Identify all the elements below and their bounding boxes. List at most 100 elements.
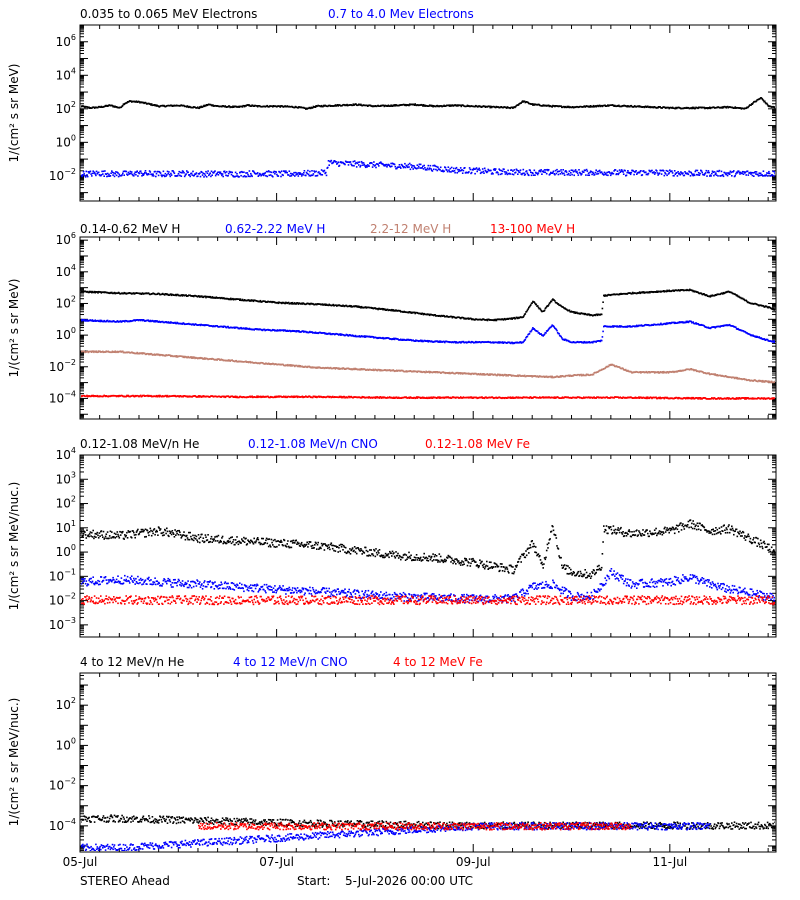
data-point [130, 171, 133, 173]
data-point [91, 351, 93, 353]
data-point [513, 169, 516, 171]
data-point [122, 292, 125, 295]
data-point [438, 340, 441, 342]
data-point [750, 173, 752, 175]
data-point [555, 172, 558, 175]
data-point [450, 105, 452, 107]
data-point [84, 320, 86, 322]
data-point [667, 173, 670, 175]
data-point [736, 172, 739, 174]
data-point [521, 101, 523, 103]
data-point [420, 313, 423, 315]
data-point [111, 104, 114, 107]
data-point [371, 166, 374, 168]
data-point [250, 300, 252, 302]
data-point [408, 311, 411, 313]
data-point [315, 170, 317, 173]
data-point [572, 169, 574, 172]
data-point [327, 166, 329, 169]
data-point [543, 333, 546, 336]
data-point [217, 174, 220, 176]
data-point [622, 173, 625, 175]
data-point [640, 170, 642, 172]
data-point [110, 172, 112, 174]
data-point [372, 336, 375, 338]
data-point [168, 173, 171, 176]
data-point [517, 173, 519, 175]
data-point [498, 342, 500, 344]
y-tick-label: 100 [56, 326, 76, 342]
data-point [177, 174, 179, 177]
data-point [92, 350, 94, 352]
data-point [179, 171, 182, 174]
data-point [117, 172, 119, 174]
data-point [554, 300, 556, 302]
data-point [482, 170, 485, 173]
data-point [563, 174, 566, 176]
data-point [242, 175, 244, 178]
data-point [411, 166, 413, 169]
data-point [106, 175, 108, 178]
data-point [136, 351, 138, 354]
data-point [705, 169, 708, 172]
data-point [361, 162, 363, 164]
data-point [299, 365, 302, 367]
data-point [201, 295, 203, 297]
data-point [679, 173, 681, 176]
data-point [576, 311, 578, 314]
data-point [612, 326, 615, 328]
data-point [153, 353, 156, 355]
data-point [283, 330, 285, 332]
data-point [382, 163, 384, 165]
data-point [295, 330, 297, 333]
data-point [673, 170, 676, 172]
data-point [354, 334, 357, 337]
data-point [750, 171, 753, 174]
data-point [551, 299, 553, 301]
data-point [286, 364, 288, 367]
data-point [267, 362, 270, 365]
data-point [565, 171, 568, 173]
data-point [141, 173, 144, 175]
data-point [330, 159, 333, 162]
data-point [179, 174, 181, 177]
data-point [239, 299, 241, 301]
data-point [525, 170, 528, 172]
data-point [313, 170, 315, 172]
data-point [749, 171, 752, 174]
data-point [668, 289, 670, 292]
data-point [377, 308, 379, 311]
data-point [758, 172, 761, 174]
data-point [197, 106, 199, 108]
data-point [298, 364, 300, 367]
series-title: 0.14-0.62 MeV H [80, 222, 180, 236]
data-point [164, 175, 166, 178]
data-point [699, 172, 701, 175]
data-point [669, 169, 671, 171]
data-point [667, 106, 670, 109]
data-point [635, 170, 637, 172]
data-point [234, 176, 236, 178]
data-point [236, 326, 239, 329]
data-point [150, 103, 153, 105]
data-point [391, 165, 393, 168]
y-axis-label: 1/(cm² s sr MeV) [7, 279, 21, 378]
data-point [451, 316, 454, 319]
data-point [342, 161, 344, 164]
data-point [127, 171, 130, 174]
data-point [550, 300, 553, 303]
data-point [726, 105, 729, 108]
data-point [454, 171, 456, 174]
data-point [486, 319, 489, 322]
data-point [82, 170, 85, 173]
data-point [91, 172, 94, 175]
data-point [262, 172, 264, 175]
data-point [709, 296, 712, 298]
data-point [553, 173, 555, 175]
data-point [532, 174, 535, 176]
data-point [322, 105, 324, 108]
data-point [421, 167, 423, 169]
data-point [123, 174, 125, 176]
data-point [659, 323, 661, 326]
data-point [656, 170, 658, 172]
